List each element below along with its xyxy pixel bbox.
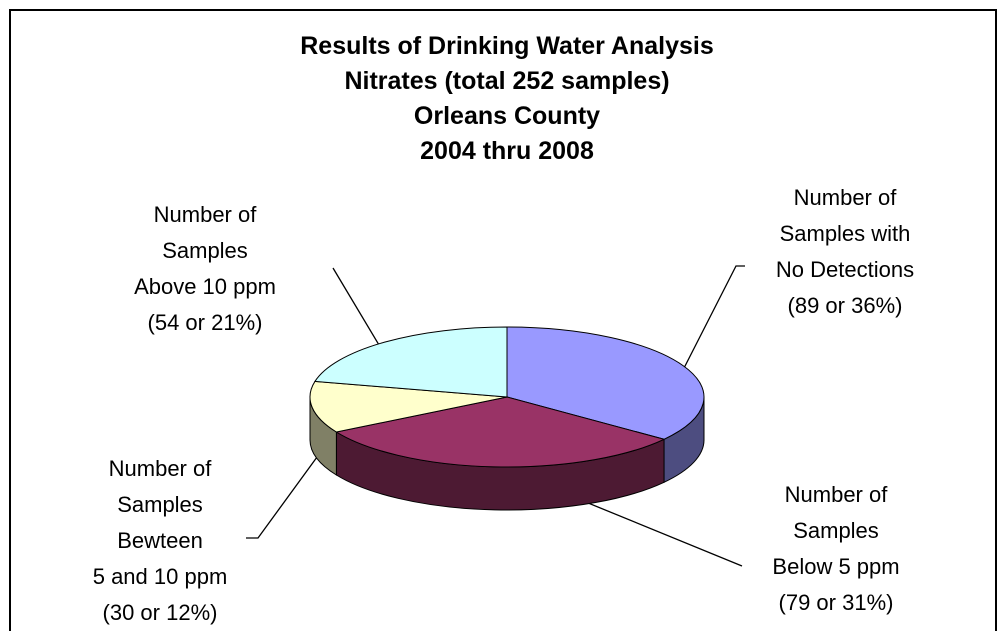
pie <box>309 326 705 511</box>
value-label: (79 or 31%) <box>779 590 894 615</box>
slice-label: Samples with <box>780 221 911 246</box>
slice-label: Number of <box>154 202 258 227</box>
slice-label: Above 10 ppm <box>134 274 276 299</box>
labels: Number of Samples with No Detections (89 or… <box>93 185 914 625</box>
slice <box>335 396 666 468</box>
slice-label: 5 and 10 ppm <box>93 564 228 589</box>
chart-title: Results of Drinking Water Analysis <box>300 32 714 60</box>
title-block: Results of Drinking Water Analysis Nitrat… <box>300 32 714 165</box>
slice-label: No Detections <box>776 257 914 282</box>
slice-label: Bewteen <box>117 528 203 553</box>
value-label: (30 or 12%) <box>103 600 218 625</box>
slice-label: Samples <box>793 518 879 543</box>
slice-label: Samples <box>117 492 203 517</box>
chart-subtitle: Orleans County <box>414 102 600 130</box>
slice-label: Number of <box>785 482 889 507</box>
chart-subtitle: Nitrates (total 252 samples) <box>344 67 669 95</box>
value-label: (89 or 36%) <box>788 293 903 318</box>
leader-line <box>332 267 386 356</box>
slice <box>309 380 508 433</box>
slice <box>506 326 705 440</box>
slice <box>314 326 508 398</box>
leader-line <box>681 265 745 373</box>
chart-border <box>9 9 997 631</box>
slice-label: Number of <box>794 185 898 210</box>
chart-subtitle: 2004 thru 2008 <box>420 137 594 165</box>
value-label: (54 or 21%) <box>148 310 263 335</box>
slice-label: Number of <box>109 456 213 481</box>
leader-line <box>246 441 329 539</box>
slice-label: Below 5 ppm <box>772 554 899 579</box>
slice-label: Samples <box>162 238 248 263</box>
